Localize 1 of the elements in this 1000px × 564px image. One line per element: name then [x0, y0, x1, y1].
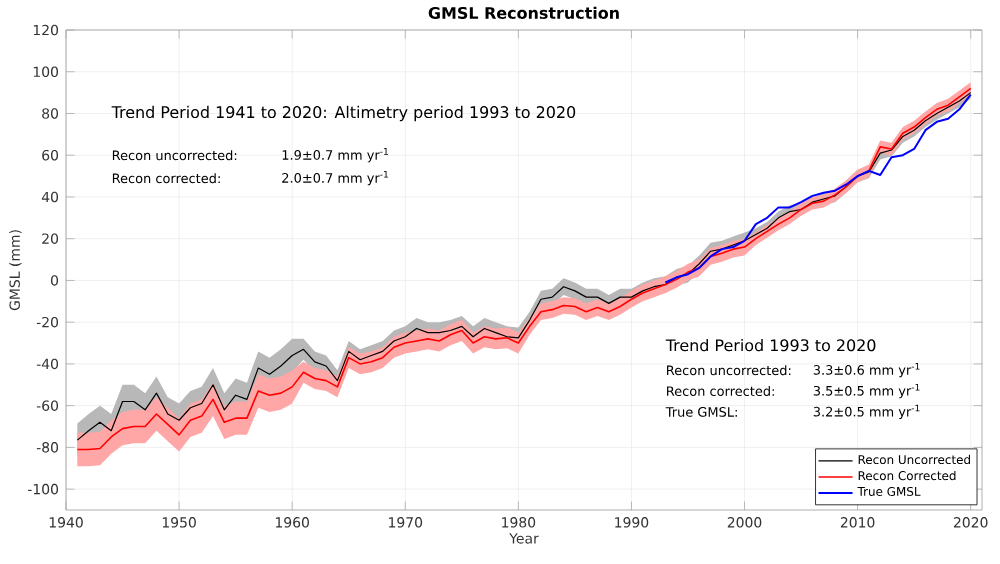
- line-series: [664, 93, 972, 284]
